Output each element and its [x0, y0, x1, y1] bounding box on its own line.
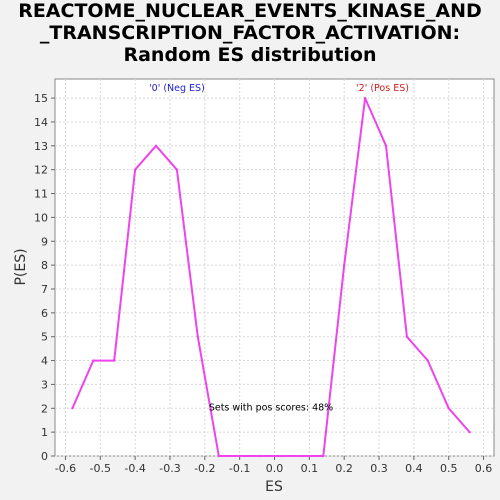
y-tick-label: 4 — [41, 355, 48, 368]
y-tick-label: 2 — [41, 402, 48, 415]
data-point — [363, 96, 367, 100]
y-tick-label: 6 — [41, 307, 48, 320]
y-tick-label: 12 — [34, 164, 48, 177]
title-line-3: Random ES distribution — [123, 44, 377, 66]
y-tick-label: 11 — [34, 188, 48, 201]
x-tick-label: 0.1 — [301, 462, 319, 475]
data-point — [133, 168, 137, 171]
data-point — [113, 359, 116, 362]
y-tick-label: 13 — [34, 140, 48, 153]
axis-ticks: -0.6 -0.5 -0.4 -0.3 -0.2 -0.1 0.0 0.1 0.2 0.3 0.4 0… — [34, 92, 492, 475]
x-tick-label: -0.6 — [55, 462, 76, 475]
annotation-label: '2' (Pos ES) — [356, 83, 409, 94]
data-point — [322, 454, 325, 458]
data-point — [280, 454, 283, 458]
data-point — [468, 430, 471, 434]
data-point — [154, 144, 158, 148]
annotations: '0' (Neg ES) '2' (Pos ES) Sets with pos sc… — [149, 83, 409, 414]
y-tick-label: 14 — [34, 116, 48, 129]
data-point — [92, 359, 95, 362]
data-point — [259, 454, 262, 458]
data-point — [175, 168, 179, 171]
x-axis-label: ES — [265, 479, 283, 495]
data-point — [196, 335, 200, 338]
x-tick-label: -0.5 — [90, 462, 111, 475]
y-tick-label: 10 — [34, 211, 48, 224]
y-tick-label: 9 — [41, 235, 48, 248]
x-tick-label: -0.2 — [194, 462, 215, 475]
data-point — [342, 263, 346, 267]
y-tick-label: 5 — [41, 331, 48, 344]
x-tick-label: 0.6 — [475, 462, 493, 475]
x-tick-label: -0.4 — [124, 462, 145, 475]
y-axis-label: P(ES) — [13, 248, 29, 285]
x-tick-label: -0.3 — [159, 462, 180, 475]
title-line-1: REACTOME_NUCLEAR_EVENTS_KINASE_AND — [18, 0, 482, 22]
data-point — [238, 454, 241, 458]
data-point — [301, 454, 304, 458]
x-tick-label: 0.3 — [370, 462, 388, 475]
y-tick-label: 7 — [41, 283, 48, 296]
x-tick-label: 0.4 — [405, 462, 423, 475]
series-layer — [71, 96, 471, 458]
data-point — [71, 407, 74, 410]
data-point — [426, 359, 430, 362]
title-line-2: _TRANSCRIPTION_FACTOR_ACTIVATION: — [39, 22, 461, 44]
chart-title: REACTOME_NUCLEAR_EVENTS_KINASE_AND _TRAN… — [0, 0, 500, 66]
annotation-label: '0' (Neg ES) — [149, 83, 205, 94]
annotation-label: Sets with pos scores: 48% — [209, 403, 333, 414]
x-tick-label: 0.2 — [335, 462, 353, 475]
x-tick-label: -0.1 — [229, 462, 250, 475]
data-point — [405, 335, 409, 338]
y-tick-label: 3 — [41, 378, 48, 391]
data-point — [447, 407, 450, 410]
y-tick-label: 15 — [34, 92, 48, 105]
y-tick-label: 0 — [41, 450, 48, 463]
y-tick-label: 1 — [41, 426, 48, 439]
data-point — [217, 454, 220, 458]
grid-lines — [55, 79, 494, 457]
series-line — [71, 97, 471, 457]
x-tick-label: 0.5 — [440, 462, 458, 475]
x-tick-label: 0.0 — [266, 462, 284, 475]
data-point — [384, 144, 388, 148]
y-tick-label: 8 — [41, 259, 48, 272]
